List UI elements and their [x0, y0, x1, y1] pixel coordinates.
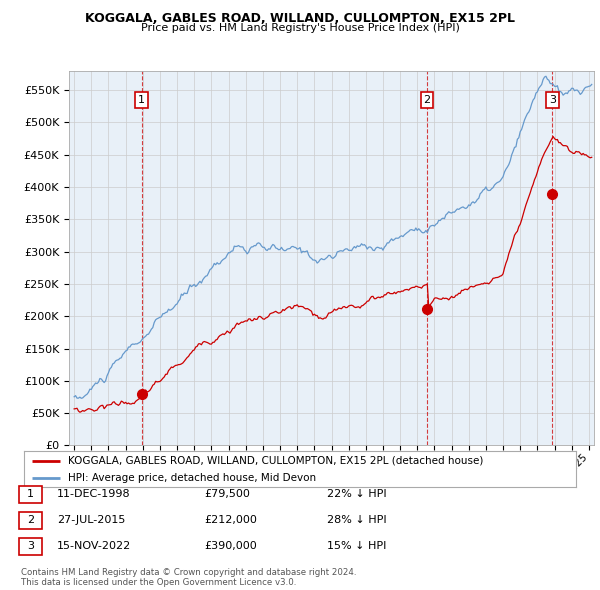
Text: 11-DEC-1998: 11-DEC-1998 — [57, 490, 131, 499]
Text: HPI: Average price, detached house, Mid Devon: HPI: Average price, detached house, Mid … — [68, 473, 316, 483]
Text: 15% ↓ HPI: 15% ↓ HPI — [327, 542, 386, 551]
Text: 1: 1 — [27, 490, 34, 499]
Text: KOGGALA, GABLES ROAD, WILLAND, CULLOMPTON, EX15 2PL: KOGGALA, GABLES ROAD, WILLAND, CULLOMPTO… — [85, 12, 515, 25]
Text: 3: 3 — [549, 95, 556, 105]
Text: 27-JUL-2015: 27-JUL-2015 — [57, 516, 125, 525]
Text: £390,000: £390,000 — [204, 542, 257, 551]
Text: Contains HM Land Registry data © Crown copyright and database right 2024.
This d: Contains HM Land Registry data © Crown c… — [21, 568, 356, 587]
Text: Price paid vs. HM Land Registry's House Price Index (HPI): Price paid vs. HM Land Registry's House … — [140, 23, 460, 33]
Text: 22% ↓ HPI: 22% ↓ HPI — [327, 490, 386, 499]
Text: 2: 2 — [27, 516, 34, 525]
Text: 28% ↓ HPI: 28% ↓ HPI — [327, 516, 386, 525]
Text: 1: 1 — [138, 95, 145, 105]
Text: 2: 2 — [424, 95, 431, 105]
Text: 15-NOV-2022: 15-NOV-2022 — [57, 542, 131, 551]
Text: 3: 3 — [27, 542, 34, 551]
Text: KOGGALA, GABLES ROAD, WILLAND, CULLOMPTON, EX15 2PL (detached house): KOGGALA, GABLES ROAD, WILLAND, CULLOMPTO… — [68, 456, 484, 466]
Text: £79,500: £79,500 — [204, 490, 250, 499]
Text: £212,000: £212,000 — [204, 516, 257, 525]
